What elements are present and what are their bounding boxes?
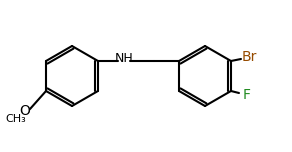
Text: NH: NH <box>114 52 133 66</box>
Text: Br: Br <box>241 50 257 64</box>
Text: O: O <box>20 104 30 118</box>
Text: CH₃: CH₃ <box>6 114 26 124</box>
Text: F: F <box>243 88 251 102</box>
